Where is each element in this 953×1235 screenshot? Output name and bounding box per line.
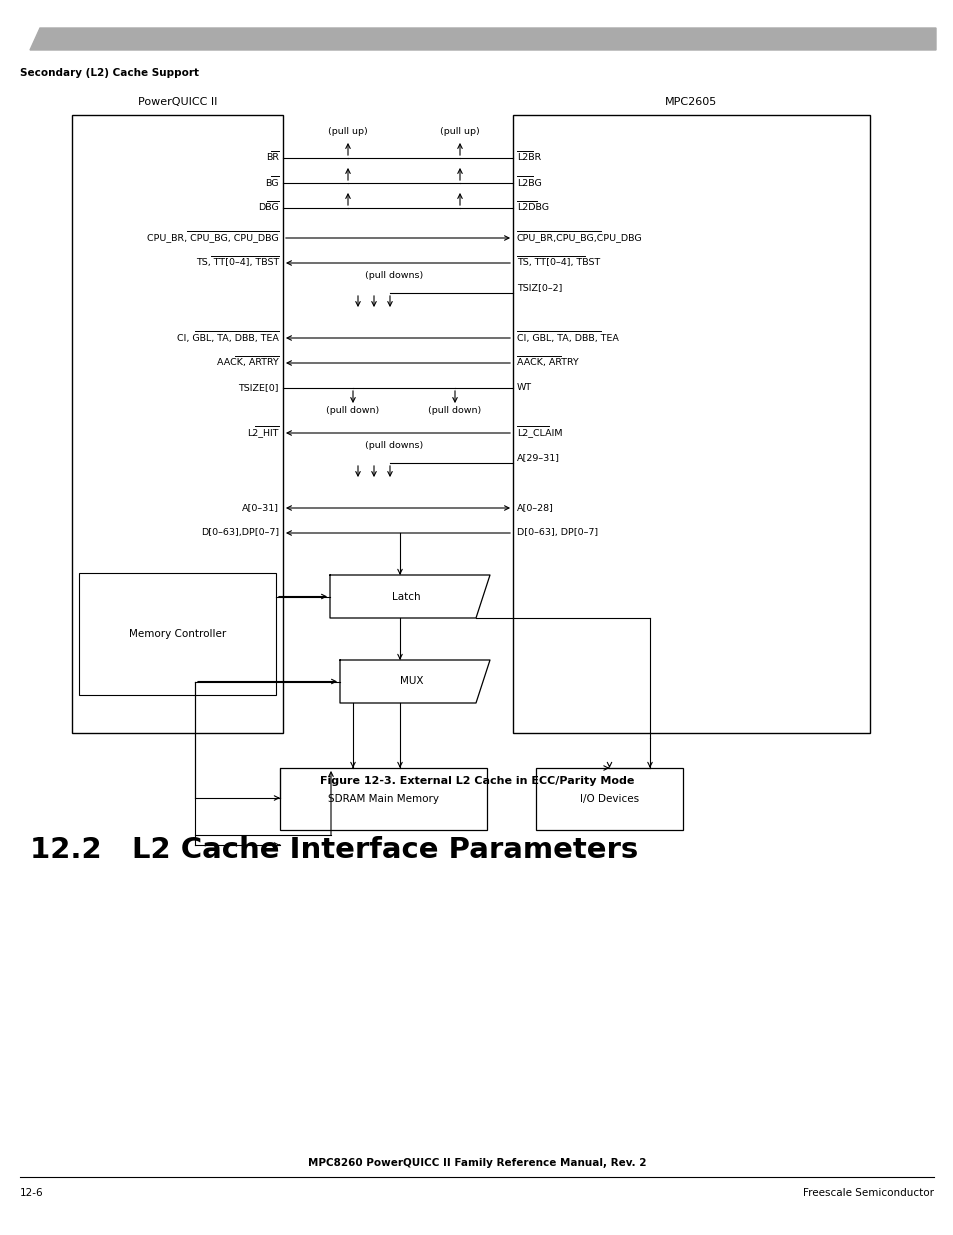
Text: (pull downs): (pull downs) — [364, 272, 423, 280]
Polygon shape — [30, 28, 935, 49]
Text: MPC8260 PowerQUICC II Family Reference Manual, Rev. 2: MPC8260 PowerQUICC II Family Reference M… — [308, 1158, 645, 1168]
Text: I/O Devices: I/O Devices — [579, 794, 639, 804]
Text: L2_HIT: L2_HIT — [247, 429, 278, 437]
Text: AACK, ARTRY: AACK, ARTRY — [217, 358, 278, 368]
Text: TSIZE[0]: TSIZE[0] — [238, 384, 278, 393]
Bar — [513, 115, 869, 734]
Text: CPU_BR,CPU_BG,CPU_DBG: CPU_BR,CPU_BG,CPU_DBG — [517, 233, 642, 242]
Text: AACK, ARTRY: AACK, ARTRY — [517, 358, 578, 368]
Text: BR: BR — [266, 153, 278, 163]
Text: L2BR: L2BR — [517, 153, 540, 163]
Text: CPU_BR, CPU_BG, CPU_DBG: CPU_BR, CPU_BG, CPU_DBG — [147, 233, 278, 242]
Text: TS, TT[0–4], TBST: TS, TT[0–4], TBST — [517, 258, 599, 268]
Bar — [79, 573, 275, 695]
Text: L2BG: L2BG — [517, 179, 541, 188]
Bar — [71, 115, 283, 734]
Text: (pull down): (pull down) — [428, 406, 481, 415]
Text: A[0–31]: A[0–31] — [242, 504, 278, 513]
Text: TSIZ[0–2]: TSIZ[0–2] — [517, 284, 561, 293]
Text: (pull up): (pull up) — [328, 126, 368, 136]
Bar — [536, 768, 682, 830]
Text: (pull down): (pull down) — [326, 406, 379, 415]
Text: (pull up): (pull up) — [439, 126, 479, 136]
Text: MPC2605: MPC2605 — [664, 98, 717, 107]
Text: Freescale Semiconductor: Freescale Semiconductor — [802, 1188, 933, 1198]
Text: TS, TT[0–4], TBST: TS, TT[0–4], TBST — [195, 258, 278, 268]
Text: Figure 12-3. External L2 Cache in ECC/Parity Mode: Figure 12-3. External L2 Cache in ECC/Pa… — [319, 776, 634, 785]
Text: A[0–28]: A[0–28] — [517, 504, 554, 513]
Text: MUX: MUX — [399, 677, 423, 687]
Text: Secondary (L2) Cache Support: Secondary (L2) Cache Support — [20, 68, 199, 78]
Text: L2_CLAIM: L2_CLAIM — [517, 429, 562, 437]
Text: (pull downs): (pull downs) — [364, 441, 423, 451]
Text: PowerQUICC II: PowerQUICC II — [137, 98, 217, 107]
Text: A[29–31]: A[29–31] — [517, 453, 559, 462]
Text: L2DBG: L2DBG — [517, 204, 548, 212]
Polygon shape — [330, 576, 490, 618]
Polygon shape — [339, 659, 490, 703]
Text: WT: WT — [517, 384, 532, 393]
Text: 12-6: 12-6 — [20, 1188, 44, 1198]
Text: CI, GBL, TA, DBB, TEA: CI, GBL, TA, DBB, TEA — [517, 333, 618, 342]
Bar — [280, 768, 486, 830]
Text: CI, GBL, TA, DBB, TEA: CI, GBL, TA, DBB, TEA — [177, 333, 278, 342]
Text: DBG: DBG — [258, 204, 278, 212]
Text: SDRAM Main Memory: SDRAM Main Memory — [328, 794, 438, 804]
Text: Latch: Latch — [392, 592, 420, 601]
Text: D[0–63],DP[0–7]: D[0–63],DP[0–7] — [201, 529, 278, 537]
Text: Memory Controller: Memory Controller — [129, 629, 226, 638]
Text: BG: BG — [265, 179, 278, 188]
Text: D[0–63], DP[0–7]: D[0–63], DP[0–7] — [517, 529, 598, 537]
Text: 12.2   L2 Cache Interface Parameters: 12.2 L2 Cache Interface Parameters — [30, 836, 638, 864]
